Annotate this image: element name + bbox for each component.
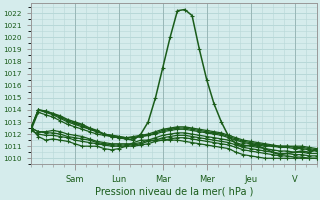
X-axis label: Pression niveau de la mer( hPa ): Pression niveau de la mer( hPa ) — [95, 187, 253, 197]
